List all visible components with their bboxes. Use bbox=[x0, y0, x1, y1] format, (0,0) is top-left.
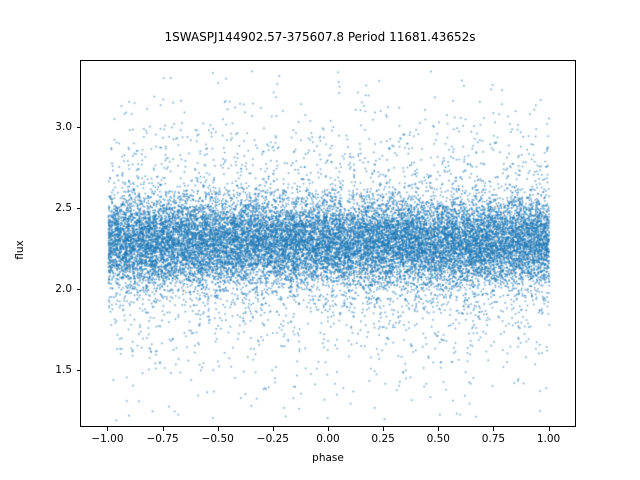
x-tick-label: 1.00 bbox=[536, 433, 561, 445]
y-axis-label: flux bbox=[14, 240, 26, 260]
x-tick-label: −0.75 bbox=[146, 433, 179, 445]
x-tick-label: −0.50 bbox=[201, 433, 234, 445]
x-tick-mark bbox=[548, 427, 550, 431]
scatter-points bbox=[81, 61, 575, 426]
y-tick-label: 2.5 bbox=[55, 202, 72, 215]
y-tick-mark bbox=[76, 370, 80, 372]
x-tick-label: 0.25 bbox=[371, 433, 395, 445]
x-tick-label: 0.50 bbox=[426, 433, 450, 445]
y-tick-mark bbox=[76, 127, 80, 129]
x-tick-label: 0.75 bbox=[481, 433, 506, 445]
x-tick-mark bbox=[272, 427, 274, 431]
x-tick-mark bbox=[162, 427, 164, 431]
plot-area bbox=[80, 60, 576, 427]
x-tick-mark bbox=[328, 427, 329, 431]
y-tick-label: 3.0 bbox=[55, 121, 72, 134]
x-tick-mark bbox=[107, 427, 109, 431]
x-tick-label: −0.25 bbox=[256, 433, 289, 445]
x-axis-label: phase bbox=[312, 452, 344, 464]
y-tick-label: 1.5 bbox=[55, 364, 72, 377]
y-tick-mark bbox=[76, 208, 80, 210]
y-tick-mark bbox=[76, 289, 80, 291]
x-tick-label: 0.00 bbox=[316, 433, 340, 445]
x-tick-mark bbox=[493, 427, 495, 431]
page-title: 1SWASPJ144902.57-375607.8 Period 11681.4… bbox=[164, 30, 476, 44]
x-tick-label: −1.00 bbox=[91, 433, 124, 445]
x-tick-mark bbox=[438, 427, 440, 431]
y-tick-label: 2.0 bbox=[55, 283, 72, 296]
x-tick-mark bbox=[217, 427, 219, 431]
x-tick-mark bbox=[383, 427, 385, 431]
